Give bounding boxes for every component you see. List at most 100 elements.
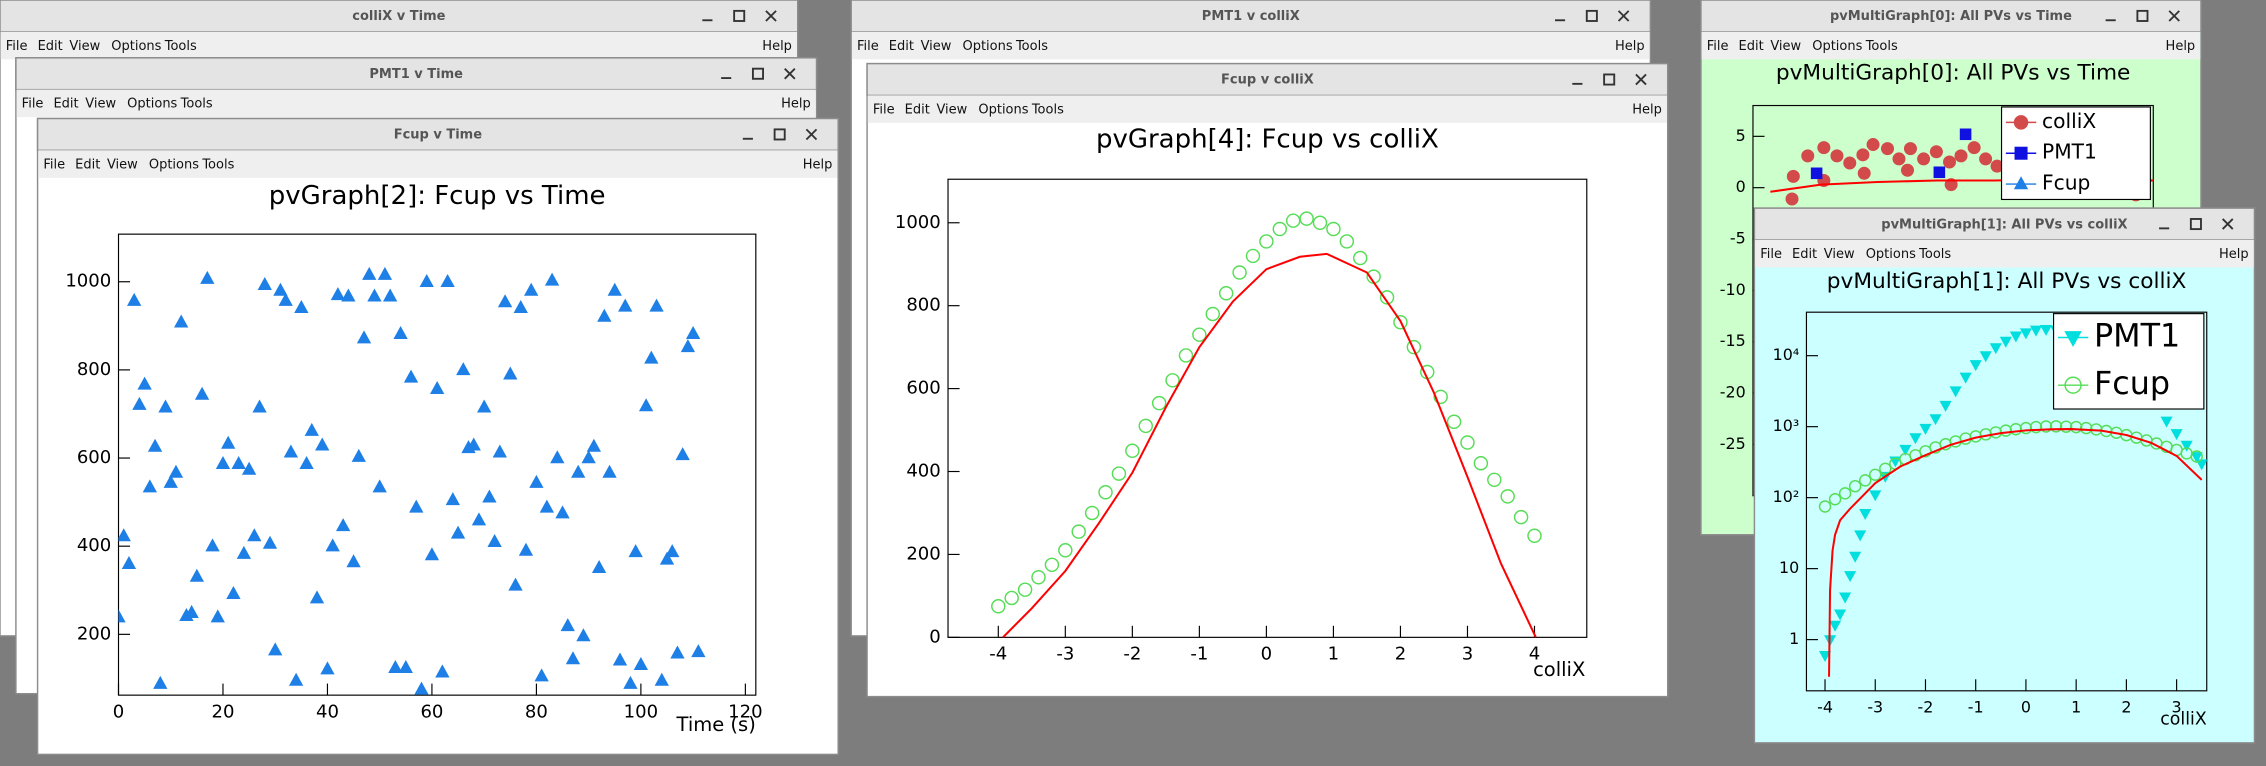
close-button[interactable]: [2168, 10, 2180, 22]
y-tick-label: 800: [77, 359, 111, 380]
menu-item[interactable]: View: [936, 102, 967, 117]
menu-item[interactable]: File: [857, 39, 879, 54]
y-tick-label: 400: [906, 461, 940, 482]
marker: [1801, 149, 1815, 163]
menu-item[interactable]: Tools: [1918, 247, 1951, 262]
menu-help[interactable]: Help: [2219, 247, 2249, 262]
close-button[interactable]: [1617, 10, 1630, 22]
menu-item[interactable]: Edit: [905, 102, 930, 117]
marker: [1828, 493, 1842, 506]
menu-help[interactable]: Help: [803, 157, 833, 172]
menu-item[interactable]: Options: [149, 157, 199, 172]
menu-item[interactable]: File: [22, 97, 44, 112]
marker: [991, 599, 1006, 614]
maximize-button[interactable]: [2136, 9, 2149, 22]
menu-item[interactable]: View: [921, 39, 952, 54]
title-bar: [850, 0, 1652, 33]
marker: [2049, 420, 2063, 433]
marker: [288, 672, 304, 686]
y-tick-label: 1000: [65, 271, 111, 292]
menu-item[interactable]: Tools: [201, 157, 234, 172]
menu-item[interactable]: Edit: [889, 39, 914, 54]
maximize-button[interactable]: [2189, 218, 2202, 231]
menu-item[interactable]: Options: [111, 39, 161, 54]
marker: [1857, 166, 1871, 180]
close-button[interactable]: [765, 10, 777, 22]
maximize-button[interactable]: [1585, 9, 1598, 22]
menu-help[interactable]: Help: [1615, 39, 1645, 54]
menu-item[interactable]: View: [107, 157, 138, 172]
marker: [1192, 327, 1207, 342]
marker: [644, 350, 659, 364]
marker: [2013, 176, 2029, 190]
marker: [1218, 286, 1234, 301]
marker: [1017, 582, 1033, 597]
menu-help[interactable]: Help: [762, 39, 792, 54]
x-tick-label: 3: [2172, 698, 2182, 717]
maximize-button[interactable]: [1603, 73, 1616, 86]
menu-item[interactable]: Options: [1866, 247, 1916, 262]
menu-item[interactable]: File: [6, 39, 28, 54]
title-bar: [1753, 207, 2256, 241]
y-tick-label: -5: [1730, 229, 1746, 248]
chart-title: pvMultiGraph[1]: All PVs vs colliX: [1827, 269, 2187, 294]
x-tick-label: -1: [1190, 644, 1208, 665]
menu-help[interactable]: Help: [1632, 102, 1662, 117]
fit-line: [1828, 428, 2203, 677]
menu-item[interactable]: Edit: [38, 39, 63, 54]
marker: [1944, 178, 1958, 192]
menu-item[interactable]: Options: [978, 102, 1028, 117]
menu-item[interactable]: View: [85, 97, 116, 112]
plot-area: [991, 211, 1542, 638]
maximize-button[interactable]: [751, 67, 764, 80]
x-tick-label: -3: [1056, 644, 1074, 665]
marker: [1527, 528, 1542, 544]
maximize-button[interactable]: [773, 128, 786, 141]
menu-item[interactable]: View: [1824, 247, 1855, 262]
marker: [1500, 489, 1515, 504]
close-button[interactable]: [805, 128, 818, 141]
menu-help[interactable]: Help: [781, 97, 811, 112]
window-title: PMT1 v colliX: [1202, 9, 1300, 24]
menu-item[interactable]: Options: [127, 97, 177, 112]
menu-item[interactable]: File: [1760, 247, 1782, 262]
menu-item[interactable]: File: [43, 157, 65, 172]
menu-item[interactable]: Tools: [1015, 39, 1048, 54]
menu-item[interactable]: Edit: [1792, 247, 1817, 262]
marker: [466, 437, 481, 451]
marker: [1473, 455, 1489, 471]
menu-item[interactable]: Edit: [75, 157, 100, 172]
menu-item[interactable]: Tools: [1031, 102, 1064, 117]
marker: [1353, 250, 1368, 266]
x-tick-label: 2: [1395, 644, 1406, 665]
menu-item[interactable]: Options: [962, 39, 1012, 54]
x-axis-label: colliX: [1533, 658, 1585, 681]
menu-item[interactable]: Tools: [1865, 39, 1898, 54]
close-button[interactable]: [2221, 218, 2234, 230]
maximize-button[interactable]: [733, 9, 746, 22]
marker: [2029, 420, 2043, 434]
menu-item[interactable]: Tools: [164, 39, 197, 54]
menu-item[interactable]: Tools: [180, 97, 213, 112]
title-bar: [0, 0, 799, 33]
marker: [2180, 440, 2193, 452]
window-title: pvMultiGraph[1]: All PVs vs colliX: [1881, 217, 2127, 232]
plot-frame: [117, 233, 757, 696]
menu-item[interactable]: View: [1770, 39, 1801, 54]
menu-item[interactable]: File: [873, 102, 895, 117]
marker: [1869, 490, 1882, 502]
menu-help[interactable]: Help: [2166, 39, 2196, 54]
marker: [508, 577, 523, 591]
close-button[interactable]: [784, 68, 796, 80]
title-bar: [15, 57, 818, 91]
menu-item[interactable]: View: [69, 39, 100, 54]
menu-item[interactable]: Edit: [53, 97, 78, 112]
close-button[interactable]: [1635, 73, 1647, 86]
marker: [497, 294, 513, 308]
x-tick-label: 4: [1529, 644, 1540, 665]
menu-item[interactable]: Edit: [1739, 39, 1764, 54]
menu-item[interactable]: Options: [1812, 39, 1862, 54]
menu-item[interactable]: File: [1707, 39, 1729, 54]
y-tick-label: 1: [1789, 629, 1799, 648]
marker: [205, 538, 220, 552]
